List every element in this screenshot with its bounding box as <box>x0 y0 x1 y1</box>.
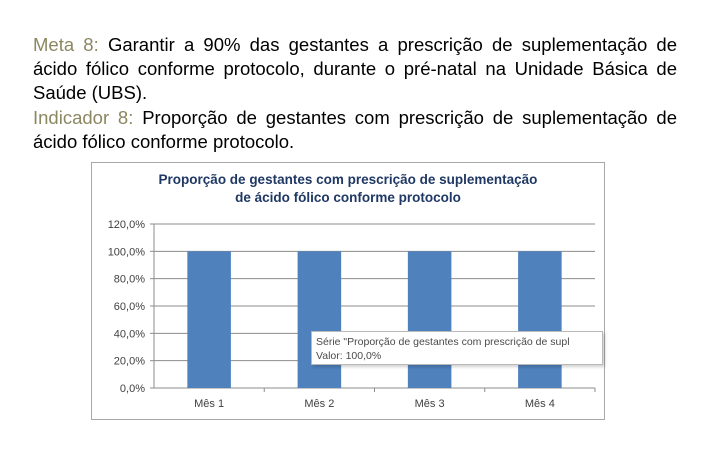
meta-paragraph: Meta 8: Garantir a 90% das gestantes a p… <box>33 33 677 106</box>
text-block: Meta 8: Garantir a 90% das gestantes a p… <box>33 33 677 154</box>
chart-title-line2: de ácido fólico conforme protocolo <box>235 190 461 205</box>
meta-text: Garantir a 90% das gestantes a prescriçã… <box>33 34 678 104</box>
chart-title-line1: Proporção de gestantes com prescrição de… <box>158 172 538 187</box>
bar <box>187 251 231 388</box>
y-tick-label: 100,0% <box>108 246 146 258</box>
y-tick-label: 0,0% <box>120 383 145 395</box>
bar <box>297 251 342 388</box>
series-tooltip: Série "Proporção de gestantes com prescr… <box>311 331 603 365</box>
indicator-label: Indicador 8: <box>33 106 134 128</box>
tooltip-series-line: Série "Proporção de gestantes com prescr… <box>316 336 570 348</box>
x-tick-label: Mês 1 <box>194 398 224 410</box>
chart-frame[interactable]: Proporção de gestantes com prescrição de… <box>91 162 605 420</box>
y-tick-label: 40,0% <box>114 328 145 340</box>
bar-chart: 120,0% 100,0% 80,0% 60,0% 40,0% 20,0% 0,0% Mês … <box>108 219 596 410</box>
bar <box>518 251 562 388</box>
tooltip-value-line: Valor: 100,0% <box>316 350 382 362</box>
meta-label: Meta 8: <box>33 34 99 55</box>
x-tick-label: Mês 4 <box>525 398 555 410</box>
indicator-paragraph: Indicador 8: Proporção de gestantes com … <box>33 106 677 154</box>
chart-title: Proporção de gestantes com prescrição de… <box>92 171 604 207</box>
bar <box>407 251 452 388</box>
y-tick-label: 80,0% <box>114 274 145 286</box>
y-tick-label: 120,0% <box>108 219 146 231</box>
indicator-text: Proporção de gestantes com prescrição de… <box>33 106 677 152</box>
x-tick-label: Mês 3 <box>415 398 445 410</box>
y-tick-label: 60,0% <box>114 301 145 313</box>
y-tick-label: 20,0% <box>114 356 145 368</box>
x-tick-label: Mês 2 <box>304 398 334 410</box>
